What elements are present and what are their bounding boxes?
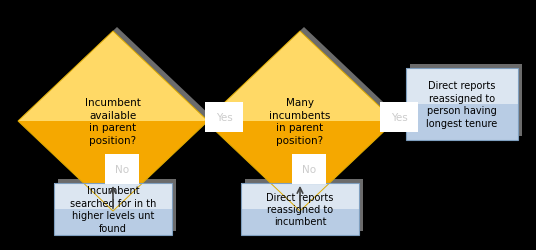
Polygon shape xyxy=(22,28,212,207)
Text: Direct reports
reassigned to
incumbent: Direct reports reassigned to incumbent xyxy=(266,192,334,226)
Polygon shape xyxy=(18,32,208,122)
FancyBboxPatch shape xyxy=(54,209,172,235)
FancyBboxPatch shape xyxy=(245,179,363,231)
Text: No: No xyxy=(302,164,316,174)
Polygon shape xyxy=(209,28,399,207)
FancyBboxPatch shape xyxy=(241,209,359,235)
Polygon shape xyxy=(205,32,395,122)
Text: Yes: Yes xyxy=(215,112,233,122)
Text: Incumbent
available
in parent
position?: Incumbent available in parent position? xyxy=(85,98,141,145)
Text: Yes: Yes xyxy=(391,112,407,122)
FancyBboxPatch shape xyxy=(54,183,172,209)
Polygon shape xyxy=(18,122,208,211)
Polygon shape xyxy=(205,122,395,211)
Text: Incumbent
searched for in th
higher levels unt
found: Incumbent searched for in th higher leve… xyxy=(70,186,156,233)
Text: Direct reports
reassigned to
person having
longest tenure: Direct reports reassigned to person havi… xyxy=(426,81,497,128)
Text: Many
incumbents
in parent
position?: Many incumbents in parent position? xyxy=(269,98,331,145)
FancyBboxPatch shape xyxy=(241,183,359,209)
FancyBboxPatch shape xyxy=(406,69,518,104)
FancyBboxPatch shape xyxy=(410,65,522,136)
Text: No: No xyxy=(115,164,129,174)
FancyBboxPatch shape xyxy=(58,179,176,231)
FancyBboxPatch shape xyxy=(406,104,518,141)
